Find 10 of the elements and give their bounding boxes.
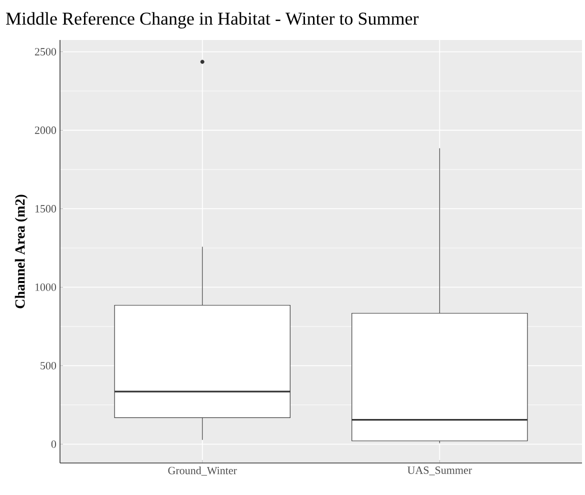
y-tick-label: 2500 — [34, 48, 56, 56]
x-tick-label: UAS_Summer — [407, 466, 472, 476]
y-tick-label: 0 — [51, 440, 56, 448]
y-tick-label: 1000 — [35, 284, 56, 291]
chart-title: Middle Reference Change in Habitat - Winter to Summer — [6, 12, 419, 28]
y-tick-label: 1500 — [35, 205, 56, 212]
y-tick-label: 500 — [40, 362, 56, 370]
x-tick-label: Ground_Winter — [168, 466, 237, 476]
y-tick-label: 2000 — [34, 126, 56, 134]
y-axis-title: Channel Area (m2) — [14, 194, 28, 308]
